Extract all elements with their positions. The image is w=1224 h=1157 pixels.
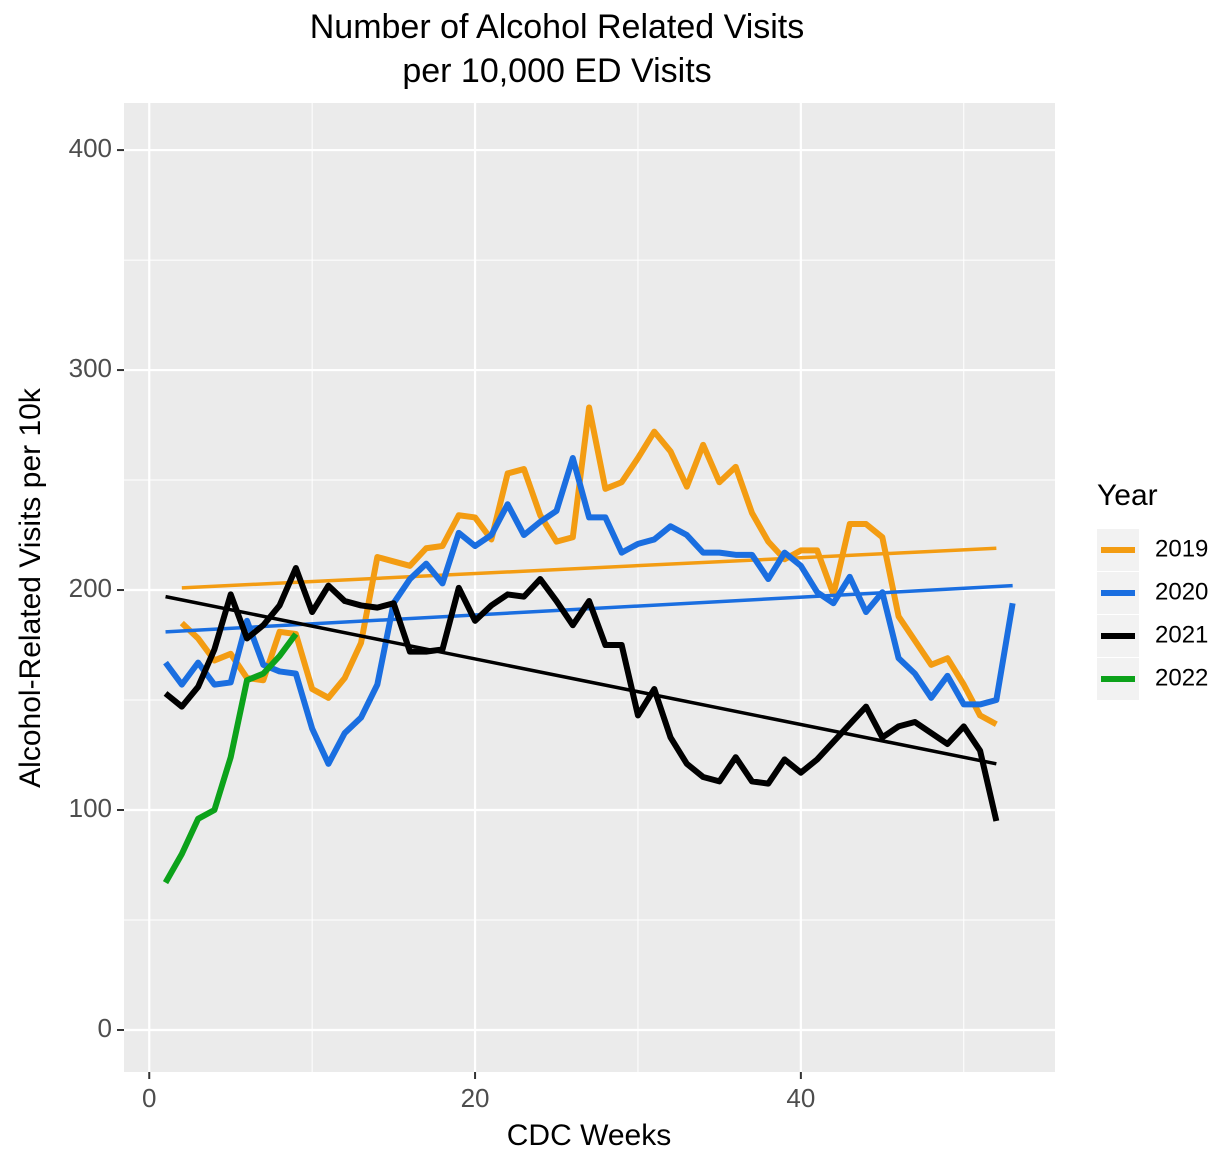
series-line [163,455,1016,767]
y-tick-label: 300 [69,353,112,383]
legend-label: 2021 [1155,621,1208,648]
y-axis-label: Alcohol-Related Visits per 10k [14,387,47,788]
y-tick-label: 200 [69,573,112,603]
series-line [179,404,998,727]
marks [162,404,1016,885]
chart-title: per 10,000 ED Visits [402,52,711,90]
x-tick-label: 20 [461,1083,490,1113]
legend-label: 2020 [1155,578,1208,605]
legend-label: 2019 [1155,535,1208,562]
chart-title: Number of Alcohol Related Visits [310,8,805,46]
legend-title: Year [1097,479,1158,512]
trend-line [165,594,997,766]
x-axis-label: CDC Weeks [507,1119,671,1152]
trend-line [181,546,997,590]
y-tick-label: 100 [69,793,112,823]
series-line [163,565,1000,822]
y-tick-label: 400 [69,133,112,163]
legend-label: 2022 [1155,664,1208,691]
series-line [162,632,299,885]
y-tick-label: 0 [98,1013,112,1043]
x-tick-label: 40 [786,1083,815,1113]
panel [124,103,1055,1072]
x-tick-label: 0 [142,1083,156,1113]
